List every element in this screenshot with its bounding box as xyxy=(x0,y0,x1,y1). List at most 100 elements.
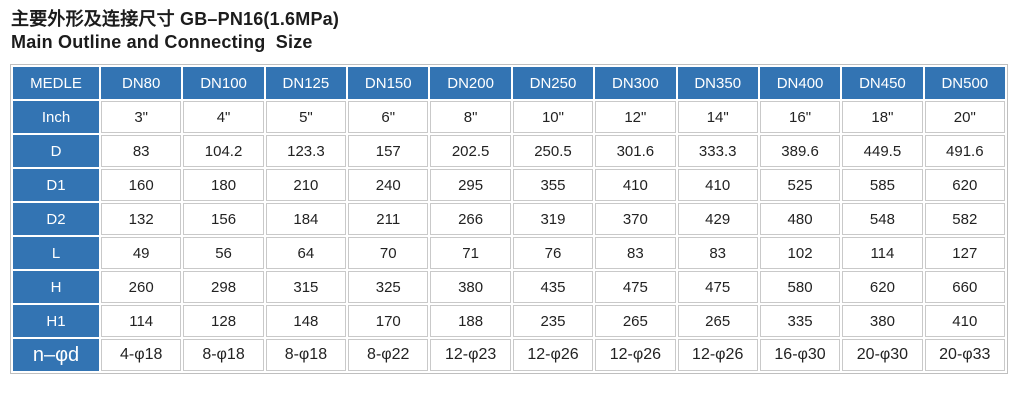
table-cell: 265 xyxy=(595,305,676,338)
table-cell: 211 xyxy=(348,203,429,236)
column-header-dn400: DN400 xyxy=(759,67,841,100)
table-cell: 410 xyxy=(595,169,676,202)
table-cell: 188 xyxy=(430,305,511,338)
table-cell: 114 xyxy=(101,305,182,338)
header-row: MEDLE DN80 DN100 DN125 DN150 DN200 DN250 DN300 D… xyxy=(13,67,1005,100)
table-cell: 660 xyxy=(924,271,1005,304)
table-cell: 319 xyxy=(512,203,594,236)
table-body: Inch 3" 4" 5" 6" 8" 10" 12" 14" 16" 18" 20" D 83 104.2… xyxy=(13,101,1005,372)
table-cell: 301.6 xyxy=(595,135,676,168)
table-cell: 315 xyxy=(265,271,347,304)
table-cell: 8" xyxy=(430,101,511,134)
table-cell: 260 xyxy=(101,271,182,304)
table-cell: 475 xyxy=(595,271,676,304)
table-cell: 123.3 xyxy=(265,135,347,168)
table-cell: 266 xyxy=(430,203,511,236)
table-cell: 475 xyxy=(677,271,758,304)
table-row: Inch 3" 4" 5" 6" 8" 10" 12" 14" 16" 18" 20" xyxy=(13,101,1005,134)
column-header-dn300: DN300 xyxy=(595,67,676,100)
table-cell: 20-φ30 xyxy=(842,339,923,372)
table-cell: 170 xyxy=(348,305,429,338)
table-cell: 8-φ18 xyxy=(265,339,347,372)
table-cell: 410 xyxy=(924,305,1005,338)
table-cell: 3" xyxy=(101,101,182,134)
table-cell: 380 xyxy=(430,271,511,304)
table-cell: 16-φ30 xyxy=(759,339,841,372)
table-cell: 429 xyxy=(677,203,758,236)
table-cell: 240 xyxy=(348,169,429,202)
page-title-chinese: 主要外形及连接尺寸 GB–PN16(1.6MPa) xyxy=(11,9,340,29)
table-cell: 83 xyxy=(101,135,182,168)
table-cell: 5" xyxy=(265,101,347,134)
table-cell: 250.5 xyxy=(512,135,594,168)
row-label: n–φd xyxy=(13,339,99,372)
column-header-dn500: DN500 xyxy=(924,67,1005,100)
table-cell: 335 xyxy=(759,305,841,338)
table-cell: 491.6 xyxy=(924,135,1005,168)
table-cell: 56 xyxy=(183,237,264,270)
table-row: L 49 56 64 70 71 76 83 83 102 114 127 xyxy=(13,237,1005,270)
table-cell: 355 xyxy=(512,169,594,202)
table-cell: 127 xyxy=(924,237,1005,270)
table-cell: 64 xyxy=(265,237,347,270)
table-cell: 12-φ26 xyxy=(512,339,594,372)
table-cell: 148 xyxy=(265,305,347,338)
table-cell: 4" xyxy=(183,101,264,134)
table-cell: 20-φ33 xyxy=(924,339,1005,372)
table-cell: 210 xyxy=(265,169,347,202)
column-header-dn100: DN100 xyxy=(183,67,264,100)
table-cell: 295 xyxy=(430,169,511,202)
table-cell: 104.2 xyxy=(183,135,264,168)
table-cell: 10" xyxy=(512,101,594,134)
table-cell: 380 xyxy=(842,305,923,338)
row-label: H xyxy=(13,271,99,304)
column-header-dn350: DN350 xyxy=(677,67,758,100)
table-cell: 298 xyxy=(183,271,264,304)
table-cell: 114 xyxy=(842,237,923,270)
column-header-dn200: DN200 xyxy=(430,67,511,100)
table-cell: 370 xyxy=(595,203,676,236)
row-label: D xyxy=(13,135,99,168)
table-row: D1 160 180 210 240 295 355 410 410 525 585 620 xyxy=(13,169,1005,202)
dimensions-table: MEDLE DN80 DN100 DN125 DN150 DN200 DN250 DN300 D… xyxy=(10,64,1008,375)
catalog-page: 主要外形及连接尺寸 GB–PN16(1.6MPa) Main Outline a… xyxy=(10,9,1008,375)
table-cell: 20" xyxy=(924,101,1005,134)
column-header-dn80: DN80 xyxy=(101,67,182,100)
row-label: D2 xyxy=(13,203,99,236)
table-cell: 525 xyxy=(759,169,841,202)
table-cell: 580 xyxy=(759,271,841,304)
table-cell: 265 xyxy=(677,305,758,338)
table-cell: 6" xyxy=(348,101,429,134)
table-cell: 14" xyxy=(677,101,758,134)
column-header-dn250: DN250 xyxy=(512,67,594,100)
table-row: n–φd 4-φ18 8-φ18 8-φ18 8-φ22 12-φ23 12-φ26 12-φ… xyxy=(13,339,1005,372)
table-cell: 76 xyxy=(512,237,594,270)
table-cell: 202.5 xyxy=(430,135,511,168)
table-cell: 184 xyxy=(265,203,347,236)
table-cell: 157 xyxy=(348,135,429,168)
table-cell: 156 xyxy=(183,203,264,236)
table-cell: 480 xyxy=(759,203,841,236)
table-cell: 70 xyxy=(348,237,429,270)
table-header: MEDLE DN80 DN100 DN125 DN150 DN200 DN250 DN300 D… xyxy=(13,67,1005,100)
corner-cell-medle: MEDLE xyxy=(13,67,99,100)
table-cell: 620 xyxy=(924,169,1005,202)
table-cell: 8-φ22 xyxy=(348,339,429,372)
column-header-dn450: DN450 xyxy=(842,67,923,100)
table-cell: 389.6 xyxy=(759,135,841,168)
table-row: D2 132 156 184 211 266 319 370 429 480 548 582 xyxy=(13,203,1005,236)
table-cell: 585 xyxy=(842,169,923,202)
row-label: Inch xyxy=(13,101,99,134)
table-row: D 83 104.2 123.3 157 202.5 250.5 301.6 333.3 389.… xyxy=(13,135,1005,168)
table-cell: 449.5 xyxy=(842,135,923,168)
row-label: L xyxy=(13,237,99,270)
table-row: H1 114 128 148 170 188 235 265 265 335 380 410 xyxy=(13,305,1005,338)
row-label: H1 xyxy=(13,305,99,338)
table-cell: 8-φ18 xyxy=(183,339,264,372)
table-cell: 435 xyxy=(512,271,594,304)
table-cell: 132 xyxy=(101,203,182,236)
table-cell: 16" xyxy=(759,101,841,134)
table-cell: 12" xyxy=(595,101,676,134)
table-cell: 325 xyxy=(348,271,429,304)
table-cell: 12-φ26 xyxy=(677,339,758,372)
